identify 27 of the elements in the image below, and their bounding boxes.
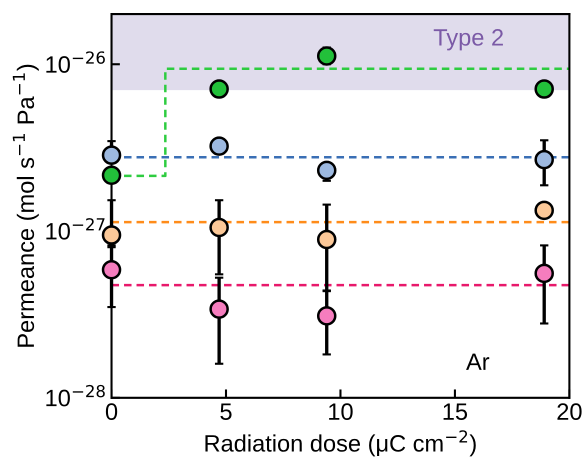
point: [534, 79, 554, 99]
band-label: Type 2: [434, 29, 503, 50]
point: [209, 218, 229, 238]
point: [316, 160, 336, 180]
y-tick-label: 10$^{−28}$: [46, 384, 105, 406]
y-tick-label: 10$^{−26}$: [46, 51, 105, 73]
x-tick-label: 0: [106, 403, 118, 420]
y-tick-label: 10$^{−27}$: [46, 218, 105, 240]
point: [209, 299, 229, 319]
point: [534, 150, 554, 170]
x-tick-label: 10: [329, 403, 353, 420]
x-axis-title: Radiation dose (μC cm$^{−2}$): [205, 430, 476, 456]
point: [209, 79, 229, 99]
point: [102, 145, 122, 165]
point: [316, 46, 336, 66]
point: [102, 165, 122, 185]
x-tick-label: 5: [220, 404, 232, 420]
point: [316, 230, 336, 250]
y-axis-title: Permeance (mol s$^{−1}$ Pa$^{−1}$): [12, 64, 39, 347]
point: [316, 306, 336, 326]
x-tick-label: 15: [444, 404, 468, 420]
point: [102, 260, 122, 280]
point: [534, 200, 554, 220]
x-tick-label: 20: [557, 403, 582, 420]
annotation: Ar: [466, 354, 490, 370]
point: [534, 264, 554, 284]
point: [209, 136, 229, 156]
